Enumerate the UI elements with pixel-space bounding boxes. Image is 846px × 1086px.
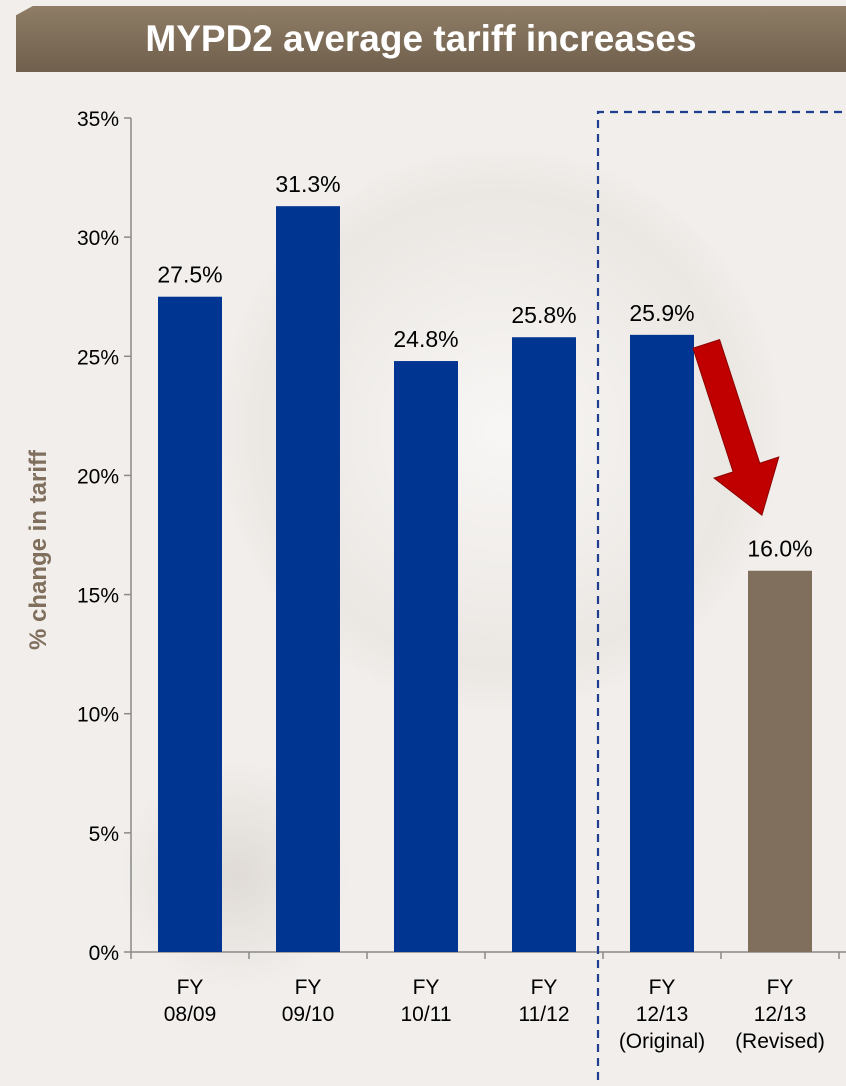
x-tick-label: 10/11 [401, 1003, 452, 1026]
x-tick-label: FY [531, 976, 558, 999]
x-tick-label: 12/13 [636, 1003, 689, 1026]
bar [748, 570, 812, 952]
x-tick-label: 08/09 [164, 1003, 217, 1026]
x-tick-label: (Original) [619, 1030, 705, 1053]
x-tick-label: FY [649, 976, 676, 999]
x-tick-labels: FY 08/09 FY 09/10 FY 10/11 FY 11/12 FY 12/13 (Orig… [164, 976, 825, 1053]
x-tick-label: 09/10 [282, 1003, 335, 1026]
x-tick-label: (Revised) [735, 1030, 825, 1053]
red-arrow [692, 338, 780, 516]
data-labels: 27.5% 31.3% 24.8% 25.8% 25.9% 16.0% [157, 171, 812, 562]
bars [158, 206, 812, 953]
x-tick-label: FY [295, 976, 322, 999]
y-tick-label: 35% [77, 108, 119, 131]
y-tick-label: 25% [77, 346, 119, 369]
y-tick-label: 15% [77, 585, 119, 608]
data-label: 16.0% [747, 536, 812, 562]
data-label: 24.8% [393, 326, 458, 352]
x-tick-label: FY [413, 976, 440, 999]
x-tick-label: 12/13 [754, 1003, 807, 1026]
x-tick-label: FY [177, 976, 204, 999]
data-label: 31.3% [275, 171, 340, 197]
y-tick-label: 10% [77, 704, 119, 727]
bar [394, 361, 458, 953]
y-tick-label: 5% [89, 823, 119, 846]
red-arrow-shape [692, 338, 780, 516]
y-axis-title: % change in tariff [25, 449, 52, 650]
bar [512, 337, 576, 952]
data-label: 27.5% [157, 262, 222, 288]
data-label: 25.8% [511, 302, 576, 328]
dashed-divider [596, 110, 846, 1080]
data-label: 25.9% [629, 300, 694, 326]
chart-title: MYPD2 average tariff increases [145, 18, 697, 59]
x-tick-label: FY [767, 976, 794, 999]
y-tick-label: 30% [77, 227, 119, 250]
x-tick-label: 11/12 [519, 1003, 570, 1026]
bar [158, 296, 222, 952]
axes: 0% 5% 10% 15% 20% 25% 30% 35% % change in tariff [25, 108, 846, 965]
annotations [596, 110, 846, 1080]
y-tick-label: 0% [89, 942, 119, 965]
title-banner [16, 6, 846, 72]
bar [630, 334, 694, 953]
y-tick-label: 20% [77, 465, 119, 488]
bar [276, 206, 340, 952]
